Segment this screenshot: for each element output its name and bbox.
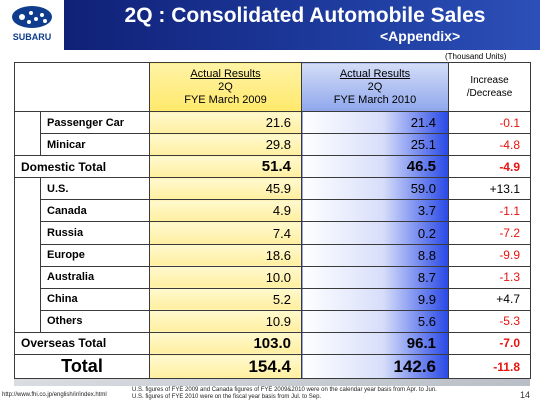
row-label: Others [40,309,150,333]
value-change: -0.1 [448,110,531,135]
row-label: U.S. [40,177,150,201]
units-label: (Thousand Units) [445,52,507,61]
value-change: -1.1 [448,199,531,223]
row-label: Europe [40,243,150,267]
value-change: -7.2 [448,221,531,245]
value-2009: 4.9 [149,199,302,223]
page-number: 14 [520,390,531,400]
table-row: China 5.2 9.9 +4.7 [15,287,531,311]
footer-url[interactable]: http://www.fhi.co.jp/english/ir/index.ht… [2,392,107,398]
value-change: -4.9 [448,155,531,179]
header-row: Actual Results 2Q FYE March 2009 Actual … [14,62,531,112]
corner-cell [14,62,150,112]
col-2009-line2: 2Q [218,80,233,93]
value-2009: 5.2 [149,287,302,311]
row-label: Minicar [40,133,150,157]
footnote-line-2: U.S. figures of FYE 2010 were on the fis… [132,394,322,400]
value-change: +4.7 [448,287,531,311]
value-change: +13.1 [448,177,531,201]
header-bar: SUBARU 2Q : Consolidated Automobile Sale… [0,0,540,50]
col-2009-line1: Actual Results [190,67,261,80]
value-2010: 96.1 [301,331,449,356]
table-row-subtotal: Overseas Total 103.0 96.1 -7.0 [14,331,531,356]
value-2009: 10.0 [149,265,302,289]
value-2010: 59.0 [301,177,449,201]
col-2009-line3: FYE March 2009 [184,93,267,106]
logo-text: SUBARU [12,32,52,42]
footnote: U.S. figures of FYE 2009 and Canada figu… [132,387,437,401]
col-2010-line3: FYE March 2010 [333,93,417,106]
table-row: Europe 18.6 8.8 -9.9 [15,243,531,267]
value-change: -7.0 [448,331,531,356]
value-2009: 51.4 [149,155,302,179]
col-header-2010: Actual Results 2Q FYE March 2010 [301,62,449,112]
value-2010: 25.1 [301,133,449,157]
value-2009: 29.8 [149,133,302,157]
value-change: -4.8 [448,133,531,157]
table-row: Minicar 29.8 25.1 -4.8 [15,133,531,157]
value-2010: 21.4 [301,110,449,135]
value-change: -5.3 [448,309,531,333]
row-label: Russia [40,221,150,245]
row-label: China [40,287,150,311]
value-2009: 7.4 [149,221,302,245]
col-header-2009: Actual Results 2Q FYE March 2009 [149,62,302,112]
value-2010: 0.2 [301,221,449,245]
subaru-logo: SUBARU [0,0,64,50]
value-2010: 8.7 [301,265,449,289]
table-row-grand-total: Total 154.4 142.6 -11.8 [14,354,531,380]
value-2009: 18.6 [149,243,302,267]
value-2009: 154.4 [149,354,302,380]
col-header-change: Increase /Decrease [448,62,531,112]
sales-table: Actual Results 2Q FYE March 2009 Actual … [14,62,531,380]
value-2010: 3.7 [301,199,449,223]
table-row: Passenger Car 21.6 21.4 -0.1 [14,110,531,157]
value-change: -9.9 [448,243,531,267]
row-label: Total [14,354,150,380]
row-label: Passenger Car [40,110,150,135]
value-2009: 45.9 [149,177,302,201]
row-label: Australia [40,265,150,289]
table-row-subtotal: Domestic Total 51.4 46.5 -4.9 [14,155,531,179]
value-change: -1.3 [448,265,531,289]
value-change: -11.8 [448,354,531,380]
domestic-indent [14,110,41,157]
page-subtitle: <Appendix> [380,28,461,44]
value-2009: 10.9 [149,309,302,333]
value-2010: 142.6 [301,354,449,380]
value-2009: 103.0 [149,331,302,356]
page-title: 2Q : Consolidated Automobile Sales [124,4,486,27]
value-2010: 9.9 [301,287,449,311]
table-row: U.S. 45.9 59.0 +13.1 [14,177,531,333]
row-label: Domestic Total [14,155,150,179]
row-label: Canada [40,199,150,223]
row-label: Overseas Total [14,331,150,356]
value-2009: 21.6 [149,110,302,135]
value-2010: 5.6 [301,309,449,333]
footnote-line-1: U.S. figures of FYE 2009 and Canada figu… [132,387,437,393]
value-2010: 46.5 [301,155,449,179]
table-row: Australia 10.0 8.7 -1.3 [15,265,531,289]
overseas-indent [14,177,41,333]
table-row: Russia 7.4 0.2 -7.2 [15,221,531,245]
pleiades-logo-icon [12,6,52,28]
col-change-line1: Increase [470,75,509,86]
col-2010-line1: Actual Results [339,67,411,80]
value-2010: 8.8 [301,243,449,267]
table-row: Canada 4.9 3.7 -1.1 [15,199,531,223]
col-change-line2: /Decrease [466,88,513,99]
table-row: Others 10.9 5.6 -5.3 [15,309,531,333]
col-2010-line2: 2Q [367,80,383,93]
